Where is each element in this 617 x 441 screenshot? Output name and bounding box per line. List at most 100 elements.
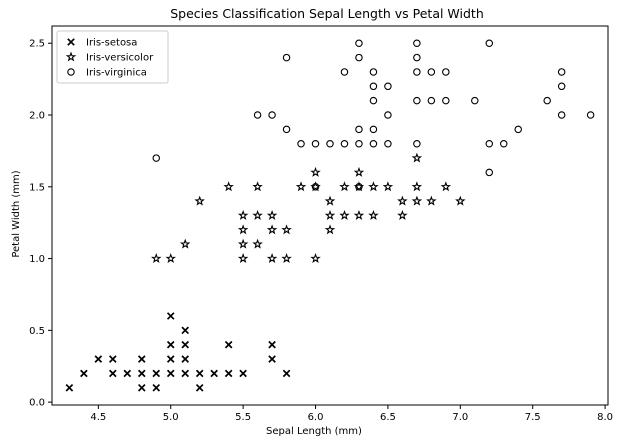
data-point bbox=[413, 39, 421, 47]
data-point bbox=[224, 369, 233, 378]
data-point bbox=[485, 39, 494, 47]
data-point bbox=[152, 154, 161, 162]
data-point bbox=[237, 253, 249, 264]
data-point bbox=[237, 224, 249, 235]
data-point bbox=[397, 209, 408, 220]
data-point bbox=[266, 253, 278, 264]
data-point bbox=[137, 369, 146, 378]
data-point bbox=[557, 68, 566, 76]
data-point bbox=[355, 125, 363, 134]
data-point bbox=[194, 195, 205, 206]
data-point bbox=[427, 96, 436, 105]
data-point bbox=[557, 82, 566, 91]
data-points bbox=[65, 39, 595, 392]
data-point bbox=[471, 96, 479, 105]
data-point bbox=[455, 195, 466, 206]
data-point bbox=[181, 340, 190, 349]
y-tick-label: 1.5 bbox=[29, 182, 45, 193]
data-point bbox=[166, 355, 175, 363]
data-point bbox=[442, 96, 450, 105]
data-point bbox=[65, 383, 74, 392]
data-point bbox=[369, 68, 378, 76]
data-point bbox=[369, 125, 378, 134]
legend-marker bbox=[67, 38, 75, 46]
data-point bbox=[413, 139, 421, 148]
data-point bbox=[311, 139, 320, 148]
legend-label: Iris-virginica bbox=[86, 68, 147, 79]
data-point bbox=[282, 125, 291, 134]
data-point bbox=[413, 53, 421, 62]
data-point bbox=[324, 195, 336, 206]
data-point bbox=[210, 369, 218, 378]
data-point bbox=[310, 253, 321, 264]
y-tick-label: 1.0 bbox=[29, 254, 45, 265]
data-point bbox=[382, 181, 394, 192]
data-point bbox=[252, 181, 263, 192]
chart-title: Species Classification Sepal Length vs P… bbox=[170, 6, 484, 21]
data-point bbox=[195, 369, 204, 378]
data-point bbox=[326, 139, 334, 148]
data-point bbox=[413, 96, 421, 105]
data-point bbox=[340, 68, 349, 76]
data-point bbox=[80, 369, 88, 378]
data-point bbox=[268, 340, 276, 349]
data-point bbox=[339, 209, 350, 220]
y-tick-label: 2.5 bbox=[29, 39, 45, 50]
data-point bbox=[411, 181, 423, 192]
data-point bbox=[310, 166, 321, 177]
data-point bbox=[152, 383, 161, 392]
data-point bbox=[384, 139, 392, 148]
y-tick-label: 0.0 bbox=[29, 398, 45, 409]
data-point bbox=[166, 369, 175, 378]
data-point bbox=[224, 340, 233, 349]
axes: 4.5 5.0 5.5 6.0 6.5 7.0 7.5 8.0 0.0 0.5 1.0 1.5 2.0 2… bbox=[29, 25, 613, 423]
data-point bbox=[150, 253, 162, 264]
x-tick-label: 4.5 bbox=[90, 412, 106, 423]
data-point bbox=[339, 181, 350, 192]
data-point bbox=[94, 355, 103, 363]
data-point bbox=[442, 68, 450, 76]
data-point bbox=[266, 209, 278, 220]
data-point bbox=[281, 253, 292, 264]
x-axis-label: Sepal Length (mm) bbox=[266, 426, 362, 437]
x-tick-label: 6.5 bbox=[380, 412, 396, 423]
data-point bbox=[368, 181, 379, 192]
data-point bbox=[179, 238, 191, 249]
data-point bbox=[397, 195, 408, 206]
data-point bbox=[413, 68, 421, 76]
series-iris-versicolor bbox=[150, 152, 466, 264]
data-point bbox=[181, 369, 190, 378]
data-point bbox=[353, 166, 365, 177]
data-point bbox=[266, 224, 278, 235]
data-point bbox=[324, 224, 336, 235]
x-tick-label: 5.5 bbox=[235, 412, 251, 423]
legend-label: Iris-setosa bbox=[86, 38, 137, 49]
data-point bbox=[295, 181, 307, 192]
plot-frame bbox=[51, 25, 609, 406]
legend-marker bbox=[67, 68, 75, 76]
data-point bbox=[195, 383, 204, 392]
data-point bbox=[282, 369, 291, 378]
data-point bbox=[137, 383, 146, 392]
data-point bbox=[499, 139, 508, 148]
data-point bbox=[384, 111, 392, 119]
data-point bbox=[355, 53, 363, 62]
data-point bbox=[426, 195, 437, 206]
data-point bbox=[237, 209, 249, 220]
data-point bbox=[514, 125, 522, 134]
series-iris-virginica bbox=[152, 39, 595, 191]
y-tick-label: 0.5 bbox=[29, 326, 45, 337]
data-point bbox=[369, 139, 378, 148]
data-point bbox=[109, 369, 117, 378]
data-point bbox=[353, 209, 365, 220]
y-axis-label: Petal Width (mm) bbox=[11, 170, 22, 257]
data-point bbox=[252, 238, 263, 249]
data-point bbox=[586, 111, 595, 119]
data-point bbox=[253, 111, 262, 119]
data-point bbox=[137, 355, 146, 363]
data-point bbox=[324, 209, 336, 220]
legend-box bbox=[56, 30, 169, 84]
data-point bbox=[223, 181, 234, 192]
data-point bbox=[297, 139, 305, 148]
